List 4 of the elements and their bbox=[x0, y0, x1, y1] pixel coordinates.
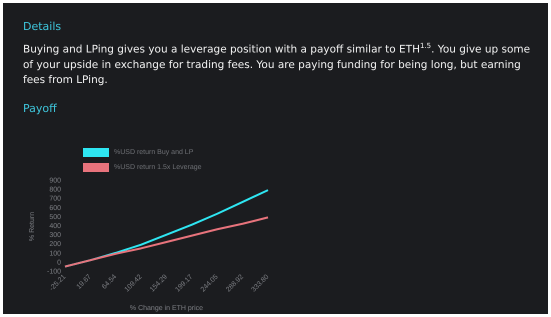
line-series bbox=[64, 216, 269, 268]
text: Payoff bbox=[23, 102, 57, 115]
chart-subtitle: Buying and LPing gives you a leverage position with a payoff similar to ETH$^{1.5}$. You give up some of your upside in exchange for trading fees. You are paying funding for being long, but earning fees from LPing. bbox=[23, 41, 532, 88]
chart-title: Details bbox=[23, 20, 62, 33]
